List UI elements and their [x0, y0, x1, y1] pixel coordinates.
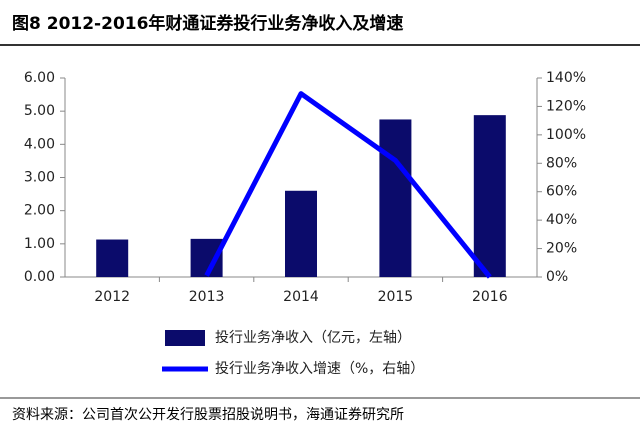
y-tick-label: 1.00: [24, 236, 55, 252]
y2-tick-label: 0%: [546, 269, 568, 285]
x-tick-label: 2016: [472, 289, 508, 305]
bar: [96, 239, 129, 277]
y2-tick-label: 100%: [546, 127, 586, 143]
x-tick-label: 2015: [378, 289, 414, 305]
legend-label: 投行业务净收入（亿元，左轴）: [215, 330, 411, 346]
y2-tick-label: 60%: [546, 184, 577, 200]
source: 资料来源：公司首次公开发行股票招股说明书，海通证券研究所: [12, 407, 404, 423]
legend-label: 投行业务净收入增速（%，右轴）: [215, 361, 424, 377]
x-tick-label: 2012: [94, 289, 130, 305]
bar: [285, 190, 317, 277]
y-tick-label: 3.00: [24, 170, 55, 186]
line: [204, 91, 492, 279]
legend-swatch: [165, 330, 205, 346]
y2-tick-label: 20%: [546, 241, 577, 257]
y-tick-label: 6.00: [24, 70, 55, 86]
y2-tick-label: 140%: [546, 70, 586, 86]
y2-tick-label: 120%: [546, 98, 586, 114]
x-tick-label: 2014: [283, 289, 319, 305]
y-tick-label: 5.00: [24, 103, 55, 119]
bar: [473, 115, 506, 277]
chart-title: 图8 2012-2016年财通证券投行业务净收入及增速: [12, 13, 403, 34]
y2-tick-label: 80%: [546, 155, 577, 171]
y2-tick-label: 40%: [546, 212, 577, 228]
y-tick-label: 2.00: [24, 203, 55, 219]
x-tick-label: 2013: [189, 289, 225, 305]
y-tick-label: 4.00: [24, 136, 55, 152]
bar: [379, 119, 412, 277]
y-tick-label: 0.00: [24, 269, 55, 285]
